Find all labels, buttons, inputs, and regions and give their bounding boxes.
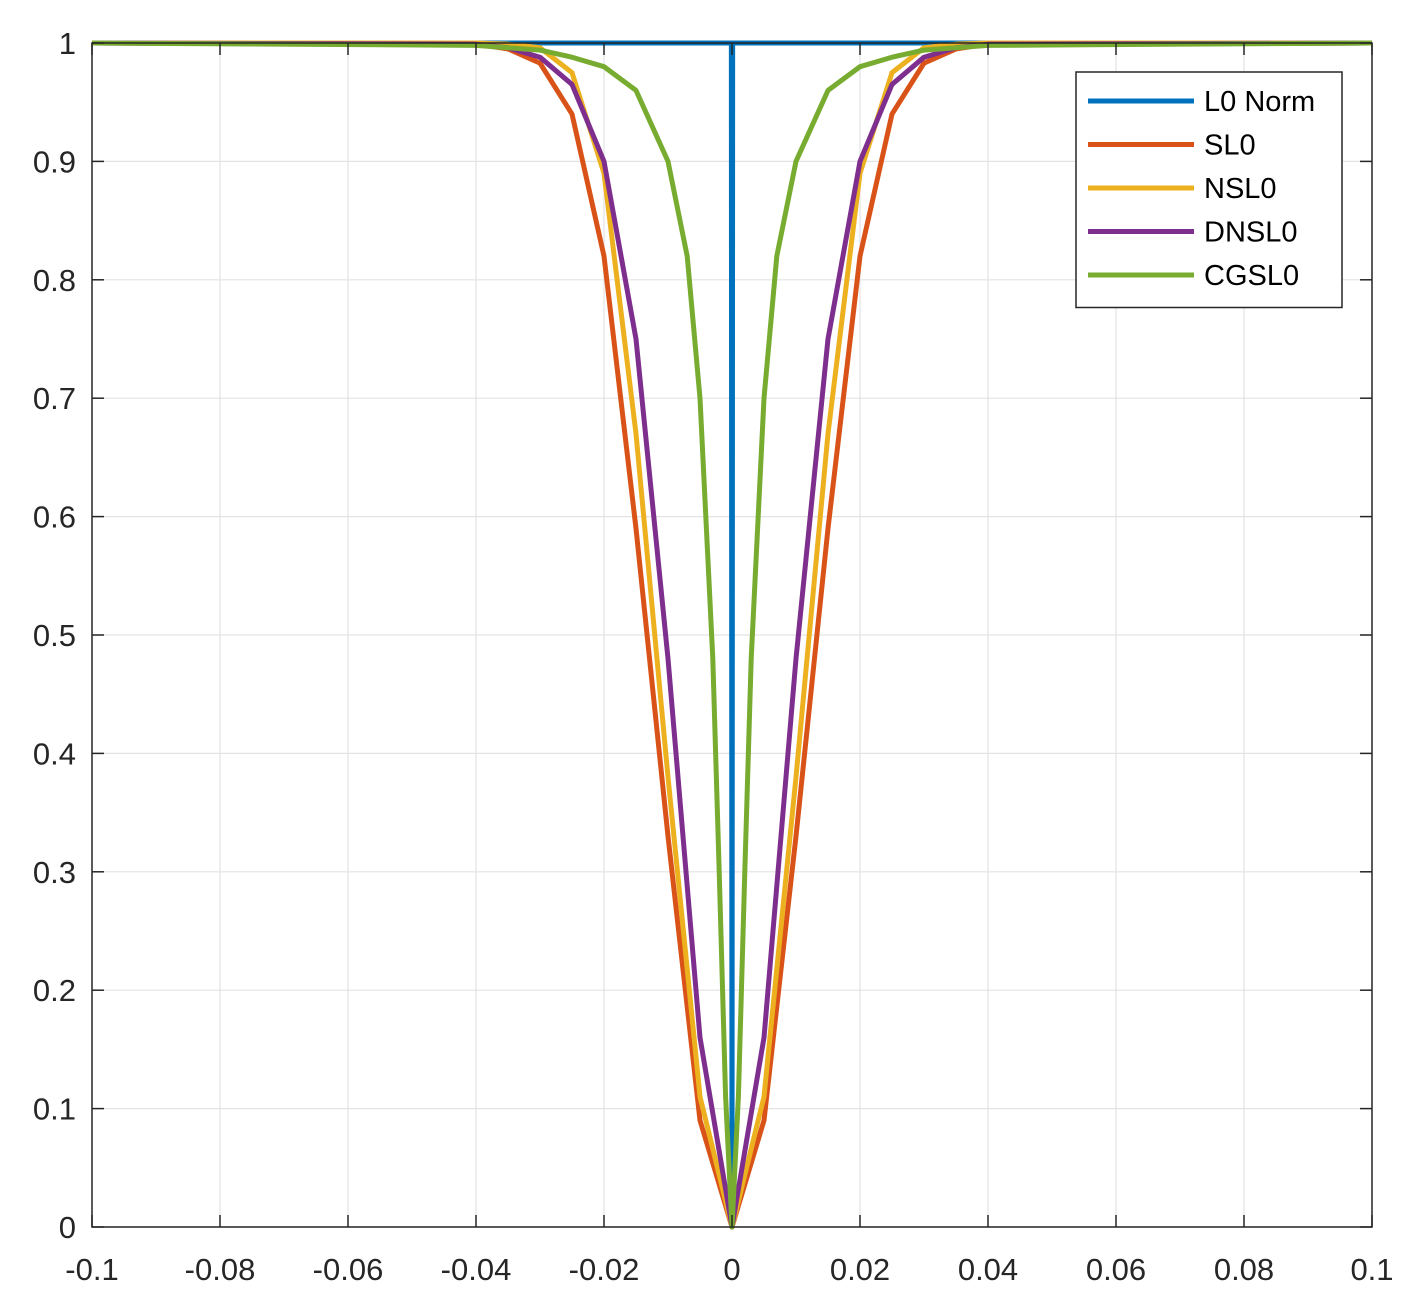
x-tick-label: 0.04	[958, 1252, 1018, 1287]
legend-label: SL0	[1204, 130, 1256, 162]
y-tick-label: 0.1	[33, 1092, 76, 1127]
legend-label: CGSL0	[1204, 260, 1299, 292]
y-tick-label: 0.2	[33, 973, 76, 1008]
x-tick-label: 0.02	[830, 1252, 890, 1287]
legend-label: DNSL0	[1204, 217, 1298, 249]
x-tick-label: -0.02	[569, 1252, 640, 1287]
y-tick-label: 0.7	[33, 381, 76, 416]
y-tick-label: 0.8	[33, 263, 76, 298]
y-tick-label: 0	[59, 1210, 76, 1245]
y-tick-label: 0.4	[33, 736, 76, 771]
x-tick-label: -0.08	[185, 1252, 256, 1287]
x-tick-label: -0.1	[65, 1252, 118, 1287]
legend: L0 Norm SL0 NSL0 DNSL0 CGSL0	[1075, 71, 1343, 309]
x-tick-label: 0.06	[1086, 1252, 1146, 1287]
x-tick-label: -0.04	[441, 1252, 512, 1287]
x-tick-label: 0.1	[1350, 1252, 1393, 1287]
legend-label: NSL0	[1204, 173, 1277, 205]
x-tick-label: 0.08	[1214, 1252, 1274, 1287]
y-axis-ticks: 0 0.1 0.2 0.3 0.4 0.5 0.6 0.7 0.8 0.9 1	[33, 26, 1372, 1245]
y-tick-label: 0.5	[33, 618, 76, 653]
x-tick-label: 0	[723, 1252, 740, 1287]
legend-label: L0 Norm	[1204, 86, 1315, 118]
x-tick-label: -0.06	[313, 1252, 384, 1287]
x-axis-ticks: -0.1 -0.08 -0.06 -0.04 -0.02 0 0.02 0.04 0.06 0.0…	[65, 43, 1394, 1287]
y-tick-label: 1	[59, 26, 76, 61]
y-tick-label: 0.6	[33, 500, 76, 535]
y-tick-label: 0.3	[33, 855, 76, 890]
y-tick-label: 0.9	[33, 144, 76, 179]
